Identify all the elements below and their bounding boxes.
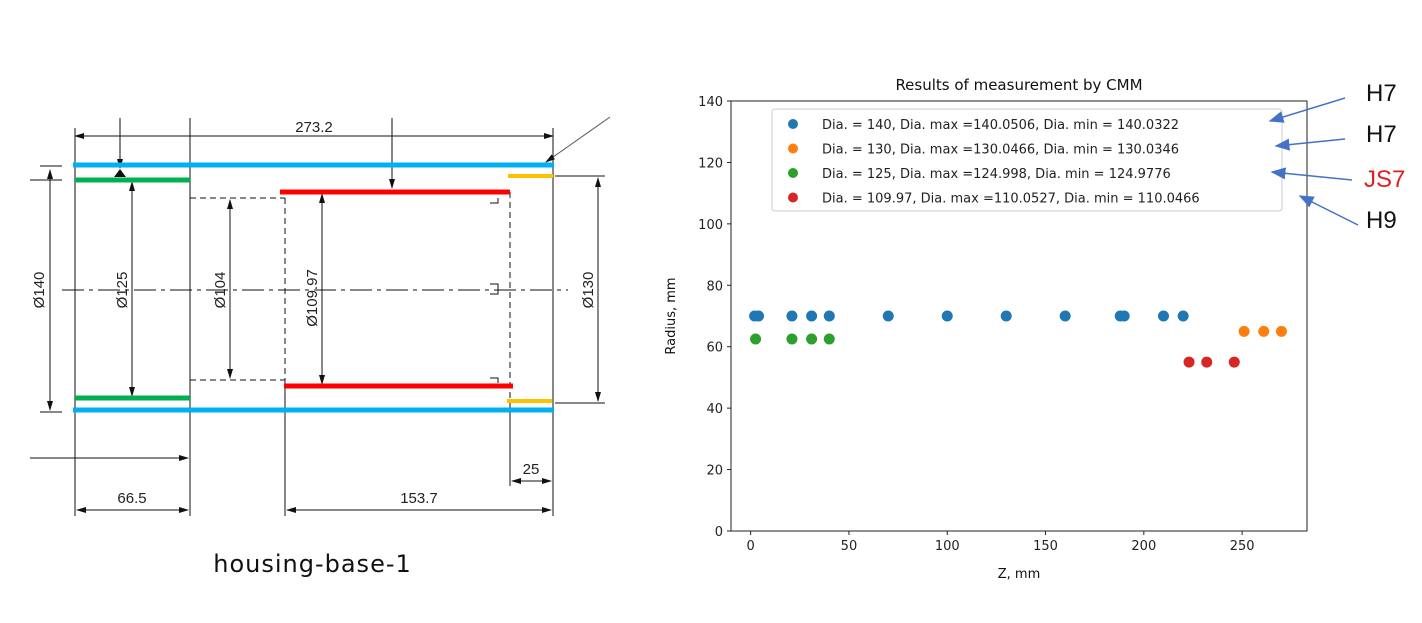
x-tick-label: 100 (935, 539, 960, 554)
data-point (1183, 356, 1195, 368)
y-tick-label: 20 (706, 464, 723, 479)
y-tick-label: 60 (706, 341, 723, 356)
dim-overall-length: 273.2 (295, 119, 333, 136)
legend-label: Dia. = 140, Dia. max =140.0506, Dia. min… (822, 118, 1179, 133)
legend-marker (788, 192, 798, 203)
data-point (823, 310, 835, 322)
x-tick-label: 50 (841, 539, 858, 554)
data-point (882, 310, 894, 322)
tolerance-annotation: H9 (1366, 207, 1397, 234)
x-axis-label: Z, mm (998, 567, 1041, 582)
tolerance-annotation: H7 (1366, 121, 1397, 148)
x-tick-label: 200 (1131, 539, 1156, 554)
legend-box (771, 108, 1283, 212)
y-tick-label: 100 (698, 218, 723, 233)
chart-title: Results of measurement by CMM (895, 76, 1142, 94)
annotation-arrow (1274, 138, 1346, 151)
plot-frame (730, 100, 1308, 532)
legend-label: Dia. = 125, Dia. max =124.998, Dia. min … (822, 167, 1171, 182)
data-point (753, 310, 765, 322)
y-axis-label: Radius, mm (664, 277, 679, 354)
y-tick-label: 140 (698, 95, 723, 110)
y-tick-label: 120 (698, 156, 723, 171)
data-point (823, 333, 835, 345)
tolerance-annotation: H7 (1366, 80, 1397, 107)
data-point (1258, 325, 1270, 337)
dim-dia-109-97: Ø109.97 (304, 269, 321, 327)
drawing-caption: housing-base-1 (213, 550, 412, 578)
legend-label: Dia. = 109.97, Dia. max =110.0527, Dia. … (822, 192, 1200, 207)
legend: Dia. = 140, Dia. max =140.0506, Dia. min… (771, 108, 1283, 212)
data-point (750, 333, 762, 345)
annotation-arrow (1268, 97, 1346, 123)
annotation-arrow (1270, 167, 1353, 181)
dim-dia-104: Ø104 (212, 272, 229, 309)
dim-dia-125: Ø125 (114, 272, 131, 309)
data-point (1177, 310, 1189, 322)
dim-66-5: 66.5 (117, 490, 146, 507)
annotation-arrow (1298, 195, 1359, 226)
legend-marker (788, 143, 798, 154)
x-tick-label: 0 (747, 539, 755, 554)
data-point (941, 310, 953, 322)
data-point (1118, 310, 1130, 322)
legend-marker (788, 119, 798, 129)
data-point (1201, 356, 1213, 368)
y-tick-label: 0 (715, 525, 723, 540)
data-point (1228, 356, 1240, 368)
data-point (1157, 310, 1169, 322)
data-point (1059, 310, 1071, 322)
x-tick-label: 250 (1230, 539, 1255, 554)
data-point (806, 310, 818, 322)
data-point (1275, 325, 1287, 337)
dim-dia-140: Ø140 (31, 272, 48, 309)
legend-label: Dia. = 130, Dia. max =130.0466, Dia. min… (822, 143, 1179, 158)
tolerance-annotation: JS7 (1364, 166, 1406, 193)
data-point (806, 333, 818, 345)
data-point (786, 310, 798, 322)
dim-153-7: 153.7 (400, 490, 438, 507)
y-tick-label: 80 (706, 279, 723, 294)
dim-dia-130: Ø130 (580, 272, 597, 309)
housing-drawing: 273.2 Ø140 Ø125 Ø104 Ø109.97 Ø130 66.5 1… (30, 116, 611, 516)
x-tick-label: 150 (1033, 539, 1058, 554)
data-point (786, 333, 798, 345)
dim-25: 25 (523, 461, 540, 478)
legend-marker (788, 168, 798, 178)
data-point (1238, 325, 1250, 337)
y-tick-label: 40 (706, 402, 723, 417)
data-point (1000, 310, 1012, 322)
